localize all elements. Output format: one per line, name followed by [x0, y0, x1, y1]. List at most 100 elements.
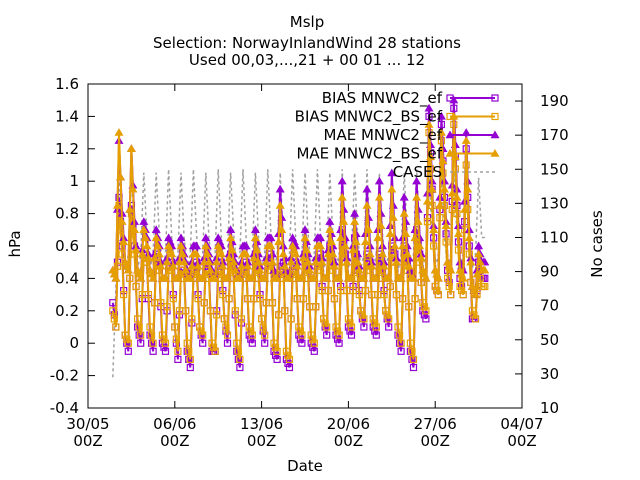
legend-marker	[445, 149, 455, 157]
y2-tick-label: 30	[540, 365, 559, 383]
data-point	[444, 274, 452, 282]
y-tick-label: -0.4	[50, 399, 79, 417]
legend-entry-cases: CASES	[393, 163, 495, 181]
data-point	[333, 327, 342, 335]
data-point	[312, 303, 320, 311]
data-point	[223, 331, 232, 339]
data-point	[300, 233, 310, 242]
data-point	[394, 323, 402, 331]
data-point	[460, 205, 470, 213]
data-point	[211, 347, 219, 355]
legend-marker	[490, 149, 500, 157]
data-point	[245, 323, 253, 331]
y-tick-label: 0.8	[55, 205, 79, 223]
data-point	[409, 273, 418, 282]
x-tick-label-date: 13/06	[240, 415, 283, 433]
data-point	[140, 233, 150, 242]
data-point	[222, 323, 230, 331]
data-point	[137, 339, 145, 347]
data-point	[291, 249, 301, 258]
data-point	[235, 273, 245, 282]
data-point	[153, 241, 163, 250]
data-point	[461, 128, 471, 136]
y2-tick-label: 190	[540, 92, 569, 110]
data-point	[397, 347, 405, 355]
data-point	[446, 265, 456, 274]
x-tick-label-date: 27/06	[414, 415, 457, 433]
data-point	[154, 249, 164, 258]
data-point	[241, 249, 251, 258]
data-point	[286, 257, 296, 266]
data-point	[274, 237, 284, 246]
data-point	[158, 331, 166, 339]
data-point	[422, 307, 430, 315]
x-tick-label-hour: 00Z	[421, 432, 450, 450]
data-point	[298, 339, 306, 347]
data-point	[401, 229, 411, 238]
data-point	[320, 315, 328, 323]
data-point	[371, 319, 379, 327]
data-point	[208, 339, 216, 347]
data-point	[335, 339, 343, 347]
data-point	[179, 257, 189, 266]
series-bias-mnwc2-bs-ef	[109, 120, 489, 363]
data-point	[350, 209, 360, 217]
data-point	[376, 221, 386, 229]
data-point	[191, 270, 199, 278]
data-point	[440, 184, 449, 193]
data-point	[471, 290, 480, 298]
data-point	[388, 213, 398, 221]
data-point	[413, 217, 423, 225]
data-point	[424, 103, 434, 112]
data-point	[206, 307, 215, 315]
data-point	[474, 241, 484, 250]
data-point	[196, 323, 204, 331]
x-tick-label-hour: 00Z	[73, 432, 102, 450]
data-point	[116, 172, 126, 181]
data-point	[309, 343, 317, 351]
data-point	[255, 265, 265, 274]
data-point	[450, 152, 460, 161]
data-point	[322, 273, 332, 282]
data-point	[339, 217, 349, 225]
data-point	[168, 261, 178, 270]
data-point	[466, 257, 476, 266]
y-tick-label: 1.2	[55, 140, 79, 158]
axes-layer: -0.4 -0.2 0 0.2 0.4 0.6 0.8 1 1.2 1.4 1.6 10 30 50 70 9…	[50, 75, 569, 450]
data-point	[316, 241, 325, 250]
data-point	[149, 339, 157, 347]
data-point	[268, 299, 277, 307]
data-point	[197, 327, 205, 335]
legend-entry-mae-mnwc2-ef: MAE MNWC2_ef	[324, 126, 500, 145]
data-point	[178, 249, 188, 258]
data-point	[470, 311, 478, 319]
data-point	[307, 331, 315, 339]
data-point	[209, 343, 218, 351]
data-point	[142, 241, 152, 250]
data-point	[205, 265, 215, 274]
y-tick-label: 1.4	[55, 107, 79, 125]
data-point	[151, 233, 161, 242]
data-point	[199, 331, 207, 339]
data-point	[226, 225, 236, 233]
data-point	[379, 261, 389, 270]
data-point	[357, 307, 365, 315]
data-point	[303, 249, 313, 258]
data-point	[231, 307, 239, 315]
x-axis-label: Date	[287, 457, 323, 475]
data-point	[371, 273, 381, 282]
data-point	[193, 261, 203, 270]
data-point	[161, 347, 170, 355]
data-point	[326, 237, 336, 246]
data-point	[204, 257, 214, 266]
y2-tick-label: 110	[540, 228, 569, 246]
data-point	[299, 295, 308, 303]
data-point	[236, 363, 244, 372]
data-point	[449, 95, 459, 104]
data-point	[134, 315, 142, 323]
data-point	[117, 217, 127, 225]
data-point	[342, 257, 352, 266]
data-point	[347, 331, 356, 339]
data-point	[199, 339, 207, 347]
